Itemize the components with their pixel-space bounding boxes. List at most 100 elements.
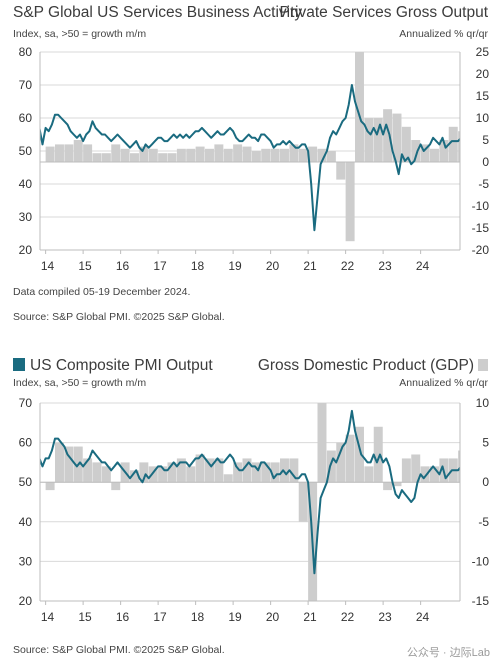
chart2-left-tick-label: 30 xyxy=(19,554,33,568)
chart1-bar xyxy=(73,140,83,162)
chart1-right-tick-label: 25 xyxy=(476,45,490,59)
chart1-left-tick-label: 40 xyxy=(19,177,33,191)
chart2-bar xyxy=(458,450,460,483)
chart1-subtitle-right: Annualized % qr/qr xyxy=(399,28,488,40)
chart2-bar xyxy=(130,470,139,483)
chart1-bar xyxy=(101,153,111,162)
chart2-bar xyxy=(186,466,196,483)
chart1-plot: 20 30 40 50 60 70 80 -20 -15 -10 -5 0 5 10 15 20 25 14 15 1… xyxy=(19,45,500,273)
chart2-x-tick-label: 18 xyxy=(191,610,205,624)
chart2-bar xyxy=(205,458,214,483)
chart2-right-tick-label: 5 xyxy=(482,436,489,450)
chart1-bar xyxy=(214,144,224,162)
chart2-bar xyxy=(242,458,252,483)
chart1-bar xyxy=(64,144,74,162)
chart2-right-tick-label: -10 xyxy=(472,554,490,568)
chart2-bar xyxy=(139,462,149,483)
chart2-x-tick-label: 21 xyxy=(303,610,317,624)
chart1-bar xyxy=(83,144,93,162)
chart1-bar xyxy=(167,153,177,162)
chart2-bar xyxy=(496,466,500,482)
chart2-bar xyxy=(336,442,346,483)
chart1-bar xyxy=(158,153,168,162)
chart2-bar xyxy=(83,458,93,483)
chart2-bar xyxy=(111,482,121,491)
chart1-line-series xyxy=(40,84,460,232)
chart1-bar xyxy=(468,140,477,162)
chart1-bar xyxy=(186,148,196,162)
chart2-bar xyxy=(355,426,364,483)
chart2-bar xyxy=(45,482,55,491)
chart2-right-tick-label: -5 xyxy=(478,515,489,529)
chart2-bar xyxy=(401,458,411,483)
chart2-bar xyxy=(261,462,271,483)
chart1-x-tick-label: 20 xyxy=(266,259,280,273)
chart1-left-tick-label: 80 xyxy=(19,45,33,59)
chart2-bar xyxy=(195,454,205,483)
chart2-note-source: Source: S&P Global PMI. ©2025 S&P Global… xyxy=(13,644,225,656)
chart2-x-tick-label: 14 xyxy=(41,610,55,624)
chart1-bar xyxy=(420,144,430,162)
chart1-bar xyxy=(251,151,261,162)
chart1-bar xyxy=(458,131,460,162)
chart2-bar xyxy=(420,466,430,483)
chart2-bar xyxy=(158,466,168,483)
chart1-bar xyxy=(355,52,364,162)
chart2-left-tick-label: 20 xyxy=(19,594,33,608)
chart1-bar xyxy=(345,162,355,242)
chart1-x-tick-label: 16 xyxy=(116,259,130,273)
chart1-bar xyxy=(373,118,383,162)
chart2-bar xyxy=(92,462,102,483)
chart2-bar xyxy=(383,482,393,491)
chart2-bar xyxy=(176,458,186,483)
chart2-left-tick-label: 50 xyxy=(19,475,33,489)
chart1-bar xyxy=(326,151,336,162)
chart2-bar xyxy=(214,458,224,483)
chart2-bar xyxy=(345,434,355,483)
chart2-x-tick-label: 15 xyxy=(78,610,92,624)
watermark: 公众号 · 边际Lab xyxy=(406,647,490,659)
chart1-bar xyxy=(496,149,500,162)
chart2-legend-swatch-line xyxy=(13,358,25,371)
chart2-x-tick-label: 23 xyxy=(378,610,392,624)
chart1-bar xyxy=(383,109,393,162)
chart1-bar xyxy=(45,146,55,162)
chart2-bar xyxy=(364,466,374,483)
chart1-x-tick-label: 18 xyxy=(191,259,205,273)
chart2-bar xyxy=(64,446,74,483)
chart1-x-tick-label: 24 xyxy=(416,259,430,273)
chart1-x-tick-label: 19 xyxy=(228,259,242,273)
chart1-right-tick-label: 15 xyxy=(476,89,490,103)
chart1-bar xyxy=(195,146,205,162)
chart2-x-tick-label: 19 xyxy=(228,610,242,624)
chart1-bar xyxy=(401,126,411,162)
chart2-bar xyxy=(223,474,233,483)
chart1-right-tick-label: -20 xyxy=(472,243,490,257)
chart1-bar xyxy=(298,148,308,162)
chart1-left-tick-label: 70 xyxy=(19,78,33,92)
chart1-bar xyxy=(336,162,346,180)
chart2-bar xyxy=(167,462,177,483)
chart1-right-tick-label: 20 xyxy=(476,67,490,81)
chart1-bar xyxy=(111,144,121,162)
chart2-right-tick-label: 10 xyxy=(476,396,490,410)
chart2-title-left: US Composite PMI Output xyxy=(30,357,213,374)
chart1-bar xyxy=(233,144,243,162)
chart2-legend-swatch-bar xyxy=(478,359,488,371)
chart1-bar xyxy=(205,148,214,162)
chart2-title-right: Gross Domestic Product (GDP) xyxy=(257,357,474,374)
chart1-right-tick-label: 5 xyxy=(482,133,489,147)
chart1-x-tick-label: 22 xyxy=(341,259,355,273)
chart1-left-tick-label: 30 xyxy=(19,210,33,224)
chart2-bar xyxy=(468,451,477,483)
chart1-left-tick-label: 20 xyxy=(19,243,33,257)
chart2-bar xyxy=(55,442,64,483)
chart2-bar xyxy=(148,466,158,483)
chart2-x-tick-label: 17 xyxy=(153,610,167,624)
chart1-x-tick-label: 23 xyxy=(378,259,392,273)
chart2-x-tick-label: 22 xyxy=(341,610,355,624)
chart2-bar xyxy=(430,466,439,483)
chart1-bar xyxy=(242,146,252,162)
chart1-bar xyxy=(223,148,233,162)
chart2-subtitle-right: Annualized % qr/qr xyxy=(399,377,488,389)
